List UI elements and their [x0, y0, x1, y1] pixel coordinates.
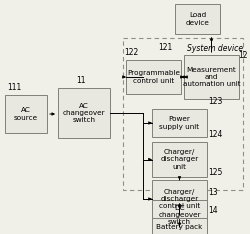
- Bar: [5, 95, 47, 133]
- Bar: [126, 60, 181, 94]
- Bar: [152, 218, 207, 234]
- Text: 124: 124: [208, 130, 222, 139]
- Text: 15: 15: [221, 0, 230, 1]
- Text: System device: System device: [187, 44, 243, 53]
- Bar: [184, 55, 239, 99]
- Text: 125: 125: [208, 168, 222, 177]
- Text: 12: 12: [238, 51, 248, 60]
- Text: 13: 13: [208, 188, 218, 197]
- Text: Measurement
and
automation unit: Measurement and automation unit: [183, 67, 240, 87]
- Text: Battery pack: Battery pack: [156, 224, 203, 230]
- Bar: [152, 142, 207, 177]
- Bar: [152, 109, 207, 137]
- Text: 14: 14: [208, 206, 218, 215]
- Text: AC
changeover
switch: AC changeover switch: [63, 103, 105, 123]
- Text: Load
device: Load device: [186, 12, 210, 26]
- Bar: [58, 88, 110, 138]
- Text: Charger/
discharger
unit: Charger/ discharger unit: [160, 149, 198, 170]
- Text: 11: 11: [76, 76, 86, 85]
- Text: Power
supply unit: Power supply unit: [160, 116, 200, 130]
- Text: AC
source: AC source: [14, 107, 38, 121]
- Text: Programmable
control unit: Programmable control unit: [127, 70, 180, 84]
- Text: 111: 111: [7, 83, 21, 92]
- Text: 123: 123: [208, 97, 222, 106]
- Text: DC
changeover
switch: DC changeover switch: [158, 205, 201, 225]
- Bar: [152, 180, 207, 218]
- Bar: [152, 200, 207, 230]
- Bar: [123, 38, 243, 190]
- Bar: [175, 4, 220, 34]
- Text: 122: 122: [124, 48, 138, 57]
- Text: Charger/
discharger
control unit: Charger/ discharger control unit: [159, 189, 200, 209]
- Text: 121: 121: [158, 43, 172, 52]
